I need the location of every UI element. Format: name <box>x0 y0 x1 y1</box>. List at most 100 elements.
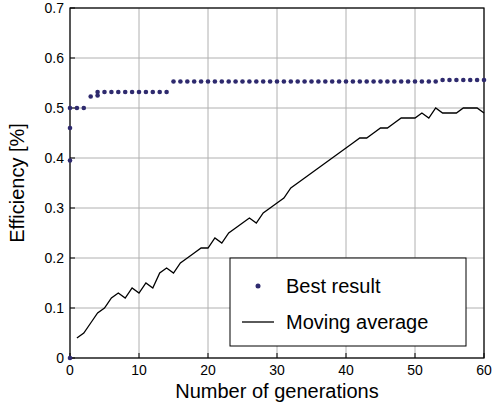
grid <box>70 8 484 358</box>
plot-frame <box>70 8 484 358</box>
best-result-point <box>427 79 432 84</box>
best-result-point <box>295 79 300 84</box>
legend-label: Best result <box>286 275 381 297</box>
best-result-point <box>164 90 169 95</box>
best-result-point <box>420 79 425 84</box>
y-tick-label: 0.4 <box>45 150 65 166</box>
best-result-point <box>233 79 238 84</box>
best-result-point <box>330 79 335 84</box>
x-tick <box>139 353 140 358</box>
y-tick-label: 0.7 <box>45 0 65 16</box>
best-result-point <box>171 79 176 84</box>
chart-svg: 010203040506000.10.20.30.40.50.60.7Numbe… <box>0 0 500 407</box>
y-tick <box>70 58 75 59</box>
legend-line <box>242 321 274 322</box>
y-tick-label: 0.2 <box>45 250 65 266</box>
best-result-point <box>199 79 204 84</box>
best-result-point <box>413 79 418 84</box>
y-tick <box>70 208 75 209</box>
best-result-point <box>461 78 466 83</box>
y-grid-line <box>70 58 484 59</box>
x-grid-line <box>139 8 140 358</box>
best-result-point <box>192 79 197 84</box>
legend-label: Moving average <box>286 311 428 333</box>
y-grid-line <box>70 208 484 209</box>
x-tick-label: 10 <box>131 362 147 378</box>
best-result-point <box>358 79 363 84</box>
best-result-point <box>109 90 114 95</box>
best-result-point <box>399 79 404 84</box>
best-result-point <box>185 79 190 84</box>
x-grid-line <box>208 8 209 358</box>
best-result-point <box>302 79 307 84</box>
best-result-point <box>151 90 156 95</box>
x-tick-label: 40 <box>338 362 354 378</box>
best-result-point <box>102 90 107 95</box>
best-result-point <box>68 356 73 361</box>
plot-data <box>68 78 487 361</box>
x-tick-label: 0 <box>66 362 74 378</box>
y-grid-line <box>70 158 484 159</box>
y-tick-label: 0.6 <box>45 50 65 66</box>
best-result-point <box>433 79 438 84</box>
best-result-point <box>344 79 349 84</box>
best-result-point <box>289 79 294 84</box>
y-tick-label: 0.1 <box>45 300 65 316</box>
y-tick-label: 0.5 <box>45 100 65 116</box>
x-tick <box>208 353 209 358</box>
x-tick-label: 30 <box>269 362 285 378</box>
best-result-point <box>406 79 411 84</box>
best-result-point <box>68 106 73 111</box>
y-tick <box>70 308 75 309</box>
best-result-point <box>137 90 142 95</box>
best-result-point <box>247 79 252 84</box>
best-result-point <box>482 78 487 83</box>
best-result-point <box>123 90 128 95</box>
best-result-point <box>254 79 259 84</box>
best-result-point <box>316 79 321 84</box>
best-result-point <box>275 79 280 84</box>
best-result-point <box>309 79 314 84</box>
best-result-point <box>447 78 452 83</box>
x-tick <box>277 353 278 358</box>
y-tick-label: 0 <box>56 350 64 366</box>
x-tick-label: 60 <box>476 362 492 378</box>
best-result-point <box>378 79 383 84</box>
y-tick-label: 0.3 <box>45 200 65 216</box>
best-result-point <box>440 78 445 83</box>
best-result-point <box>385 79 390 84</box>
x-tick <box>346 353 347 358</box>
best-result-point <box>82 106 87 111</box>
best-result-point <box>364 79 369 84</box>
best-result-point <box>240 79 245 84</box>
best-result-point <box>371 79 376 84</box>
x-tick <box>415 353 416 358</box>
best-result-point <box>157 90 162 95</box>
best-result-point <box>261 79 266 84</box>
best-result-point <box>475 78 480 83</box>
best-result-point <box>178 79 183 84</box>
best-result-point <box>226 79 231 84</box>
best-result-point <box>116 90 121 95</box>
best-result-point <box>206 79 211 84</box>
best-result-point <box>88 94 93 99</box>
x-axis-label: Number of generations <box>175 380 378 402</box>
y-grid-line <box>70 108 484 109</box>
best-result-point <box>454 78 459 83</box>
best-result-point <box>75 106 80 111</box>
x-tick-label: 50 <box>407 362 423 378</box>
best-result-point <box>220 79 225 84</box>
y-axis-label: Efficiency [%] <box>6 123 28 243</box>
best-result-point <box>68 126 73 131</box>
best-result-point <box>95 90 100 95</box>
chart-container: 010203040506000.10.20.30.40.50.60.7Numbe… <box>0 0 500 407</box>
best-result-point <box>323 79 328 84</box>
best-result-point <box>282 79 287 84</box>
best-result-point <box>468 78 473 83</box>
best-result-point <box>144 90 149 95</box>
legend: Best result Moving average <box>230 258 466 346</box>
best-result-point <box>351 79 356 84</box>
best-result-point <box>268 79 273 84</box>
best-result-point <box>130 90 135 95</box>
y-tick <box>70 258 75 259</box>
